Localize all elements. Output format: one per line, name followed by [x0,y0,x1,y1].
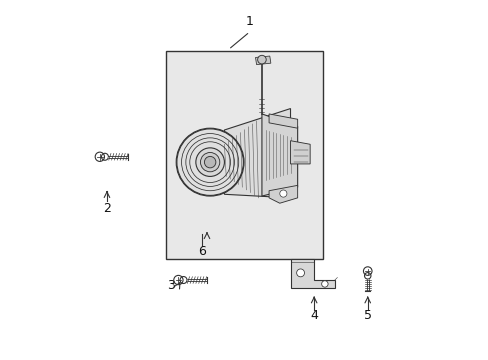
Circle shape [196,148,224,176]
Text: 4: 4 [309,309,318,322]
Circle shape [257,55,265,64]
Polygon shape [290,258,334,288]
Circle shape [321,281,327,287]
Circle shape [279,190,286,197]
Polygon shape [255,56,270,64]
Circle shape [176,128,244,196]
Polygon shape [262,114,297,196]
Circle shape [296,269,304,277]
Text: 6: 6 [197,245,205,258]
Polygon shape [290,141,309,164]
Circle shape [204,157,215,168]
Circle shape [200,153,219,172]
Text: 3: 3 [167,279,175,292]
Text: 1: 1 [245,14,253,27]
Text: 5: 5 [363,309,371,322]
Text: 2: 2 [103,202,111,215]
Polygon shape [268,114,297,128]
Bar [165,51,323,258]
Polygon shape [268,185,297,203]
Polygon shape [224,109,290,198]
